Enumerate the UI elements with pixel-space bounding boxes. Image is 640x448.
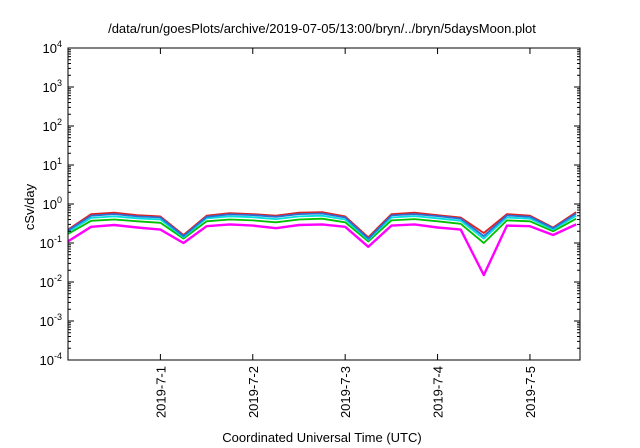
x-tick-label: 2019-7-1 (153, 366, 168, 418)
x-tick-label: 2019-7-5 (523, 366, 538, 418)
series-line-3 (67, 217, 577, 244)
y-tick-label: 103 (43, 78, 62, 95)
chart-title: /data/run/goesPlots/archive/2019-07-05/1… (108, 21, 536, 36)
x-tick-label: 2019-7-4 (431, 366, 446, 418)
series-line-4 (67, 214, 577, 241)
y-tick-label: 10-3 (40, 312, 62, 329)
series-line-5 (67, 212, 577, 240)
y-tick-label: 100 (43, 195, 62, 212)
x-axis-label: Coordinated Universal Time (UTC) (222, 430, 421, 445)
y-axis: 10-4 10-3 10-2 10-1 100 101 102 103 104 (40, 39, 580, 368)
plot-frame (67, 47, 581, 361)
y-tick-label: 104 (43, 39, 62, 56)
y-tick-label: 10-2 (40, 273, 62, 290)
y-tick-label: 102 (43, 117, 62, 134)
y-tick-label: 101 (43, 156, 62, 173)
y-axis-label: cSv/day (22, 183, 37, 230)
x-tick-label: 2019-7-2 (246, 366, 261, 418)
series-line-1 (67, 223, 577, 277)
x-tick-label: 2019-7-3 (338, 366, 353, 418)
series-line-2 (67, 211, 577, 239)
series-layer (67, 211, 577, 277)
y-tick-label: 10-4 (40, 351, 62, 368)
x-axis: 2019-7-1 2019-7-2 2019-7-3 2019-7-4 2019-7-5 (153, 48, 538, 418)
y-tick-label: 10-1 (40, 234, 62, 251)
